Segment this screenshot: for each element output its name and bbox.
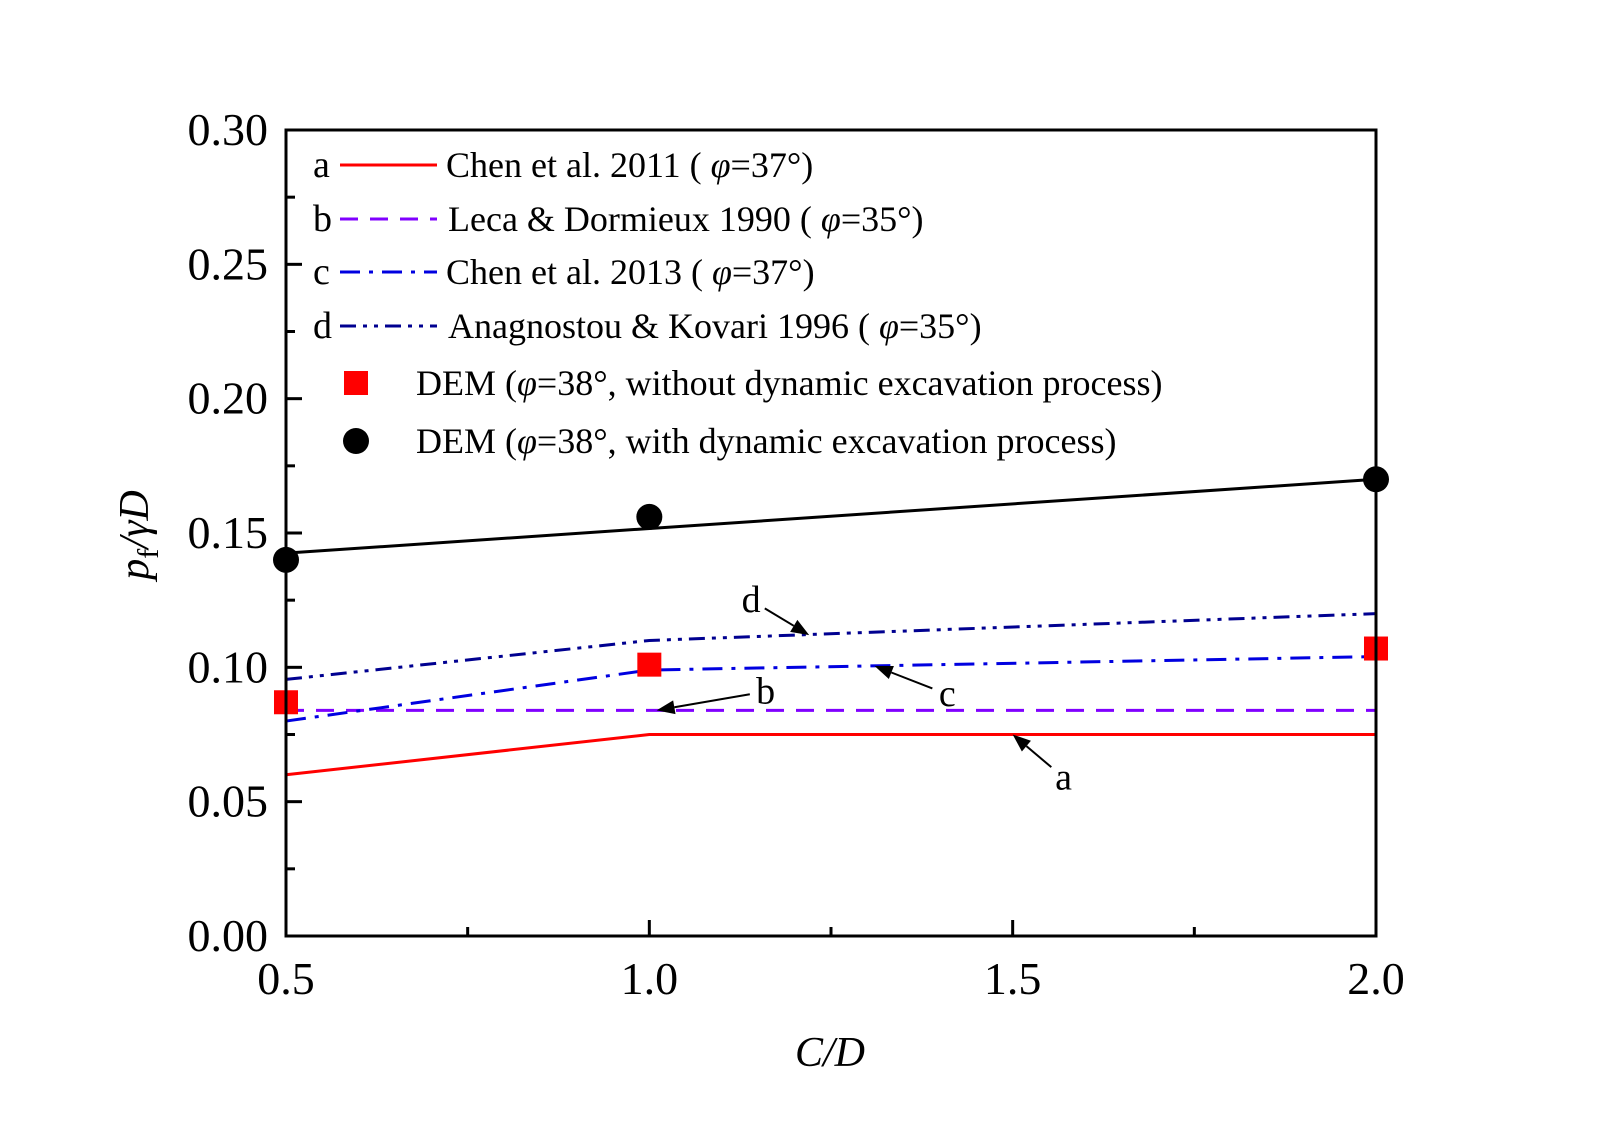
annotation-arrowhead-b bbox=[656, 700, 676, 715]
legend-marker-circle bbox=[343, 428, 369, 454]
annotation-arrow-a bbox=[1025, 745, 1052, 768]
y-tick-label: 0.00 bbox=[188, 910, 269, 961]
legend-label: Leca & Dormieux 1990 ( φ=35°) bbox=[448, 199, 924, 239]
legend: a Chen et al. 2011 ( φ=37°) b Leca & Dormie… bbox=[313, 144, 1162, 461]
svg-text:pf/γD: pf/γD bbox=[112, 490, 165, 583]
y-tick-label: 0.05 bbox=[188, 776, 269, 827]
annotation-label-b: b bbox=[756, 671, 775, 713]
y-axis-title: pf/γD bbox=[112, 490, 165, 583]
marker-dem-without bbox=[637, 652, 662, 677]
legend-label: Anagnostou & Kovari 1996 ( φ=35°) bbox=[448, 306, 982, 346]
legend-letter: a bbox=[313, 144, 330, 186]
y-axis-ticks: 0.00 0.05 0.10 0.15 0.20 0.25 0.30 bbox=[188, 104, 302, 961]
x-axis-ticks: 0.5 1.0 1.5 2.0 bbox=[257, 920, 1405, 1004]
annotation-arrow-d bbox=[764, 607, 795, 627]
legend-item-c: c Chen et al. 2013 ( φ=37°) bbox=[313, 251, 815, 293]
legend-marker-square bbox=[344, 371, 368, 395]
y-tick-label: 0.15 bbox=[188, 507, 269, 558]
y-tick-label: 0.10 bbox=[188, 641, 269, 692]
y-axis-title-rest: /γD bbox=[112, 490, 158, 551]
legend-label: DEM (φ=38°, without dynamic excavation p… bbox=[416, 363, 1162, 403]
annotation-label-a: a bbox=[1055, 756, 1072, 798]
legend-item-dem-without: DEM (φ=38°, without dynamic excavation p… bbox=[344, 363, 1162, 403]
legend-label: Chen et al. 2013 ( φ=37°) bbox=[446, 252, 815, 292]
annotation-arrow-b bbox=[674, 693, 751, 709]
y-tick-label: 0.20 bbox=[188, 373, 269, 424]
series-line-a bbox=[285, 733, 1376, 777]
x-tick-label: 0.5 bbox=[257, 953, 315, 1004]
legend-label: DEM (φ=38°, with dynamic excavation proc… bbox=[416, 421, 1116, 461]
legend-label: Chen et al. 2011 ( φ=37°) bbox=[446, 145, 813, 185]
legend-letter: d bbox=[313, 305, 332, 347]
plot-markers bbox=[273, 466, 1389, 715]
y-tick-label: 0.25 bbox=[188, 238, 269, 289]
y-axis-title-sub: f bbox=[132, 549, 165, 559]
y-tick-label: 0.30 bbox=[188, 104, 269, 155]
annotation-label-d: d bbox=[742, 579, 761, 621]
plot-frame bbox=[284, 128, 1378, 938]
annotations: a b c d bbox=[656, 579, 1072, 798]
series-line-d bbox=[285, 612, 1377, 681]
annotation-arrow-c bbox=[891, 671, 933, 690]
x-tick-label: 1.0 bbox=[621, 953, 679, 1004]
annotation-label-c: c bbox=[939, 673, 956, 715]
x-axis-title: C/D bbox=[795, 1030, 865, 1076]
annotation-arrowhead-d bbox=[790, 619, 810, 636]
marker-dem-with bbox=[636, 503, 663, 530]
legend-letter: c bbox=[313, 251, 330, 293]
x-tick-label: 1.5 bbox=[984, 953, 1042, 1004]
legend-letter: b bbox=[313, 198, 332, 240]
x-tick-label: 2.0 bbox=[1347, 953, 1405, 1004]
legend-item-dem-with: DEM (φ=38°, with dynamic excavation proc… bbox=[343, 421, 1116, 461]
dem-fit-line bbox=[285, 477, 1377, 555]
legend-item-a: a Chen et al. 2011 ( φ=37°) bbox=[313, 144, 813, 186]
legend-item-b: b Leca & Dormieux 1990 ( φ=35°) bbox=[313, 198, 924, 240]
annotation-arrowhead-c bbox=[874, 665, 894, 680]
plot-lines bbox=[285, 477, 1377, 777]
y-axis-title-p: p bbox=[112, 559, 158, 583]
annotation-arrowhead-a bbox=[1012, 734, 1031, 752]
legend-item-d: d Anagnostou & Kovari 1996 ( φ=35°) bbox=[313, 305, 982, 347]
